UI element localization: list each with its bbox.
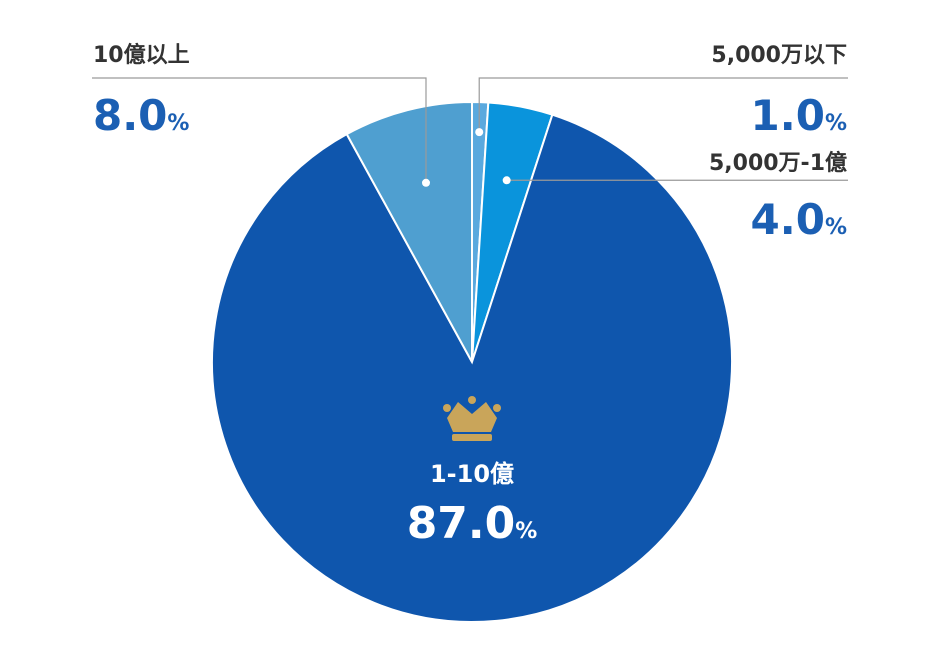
category-label-1-10oku: 1-10億	[430, 460, 514, 488]
leader-dot-10oku-ijo	[421, 178, 430, 187]
leader-dot-5000man-ika	[475, 128, 484, 137]
category-label-5000man-ika: 5,000万以下	[711, 43, 847, 68]
value-label-10oku-ijo: 8.0%	[93, 91, 189, 140]
value-label-1-10oku: 87.0%	[407, 498, 538, 549]
pie-slice-3	[211, 113, 733, 623]
pie-slices	[211, 100, 733, 623]
leader-lines	[92, 77, 848, 187]
crown-icon	[443, 396, 501, 441]
leader-line-5000man-ika	[478, 77, 848, 133]
value-label-5000man-ika: 1.0%	[751, 91, 847, 140]
leader-dot-5000man-1oku	[502, 176, 511, 185]
leader-line-10oku-ijo	[92, 77, 427, 183]
value-label-5000man-1oku: 4.0%	[751, 195, 847, 244]
category-label-10oku-ijo: 10億以上	[93, 42, 190, 68]
category-label-5000man-1oku: 5,000万-1億	[709, 150, 847, 176]
pie-slice-4	[345, 100, 473, 363]
